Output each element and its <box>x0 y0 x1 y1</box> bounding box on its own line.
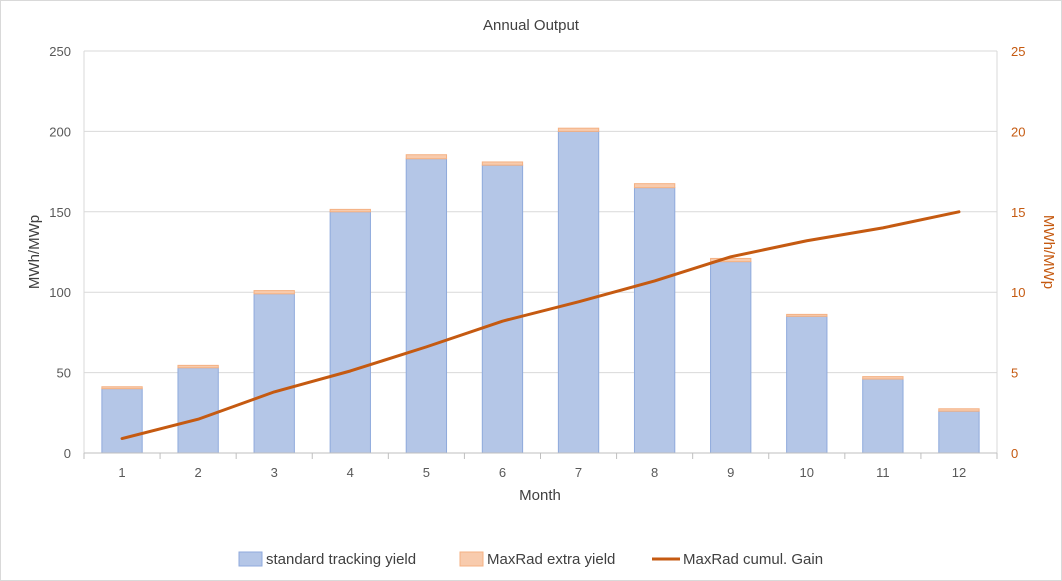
x-tick-label: 4 <box>347 465 354 480</box>
y2-tick-label: 10 <box>1011 285 1025 300</box>
bar-maxrad-extra-yield <box>177 364 219 369</box>
bar-maxrad-extra-yield <box>786 313 828 317</box>
bar-standard-tracking-yield <box>101 388 143 454</box>
x-tick-label: 7 <box>575 465 582 480</box>
bar-standard-tracking-yield <box>329 211 371 454</box>
bar-standard-tracking-yield <box>557 130 600 454</box>
legend-label: MaxRad extra yield <box>487 551 615 568</box>
bar-maxrad-extra-yield <box>253 290 295 295</box>
bar-maxrad-extra-yield <box>938 408 980 412</box>
bar-maxrad-extra-yield <box>862 376 904 380</box>
y2-tick-label: 25 <box>1011 44 1025 59</box>
y-tick-label: 200 <box>49 124 71 139</box>
legend-label: standard tracking yield <box>266 551 416 568</box>
x-tick-label: 11 <box>876 465 890 480</box>
grid-lines <box>84 50 997 454</box>
bar-standard-tracking-yield <box>253 293 295 454</box>
legend-swatch <box>238 551 263 567</box>
x-tick-label: 3 <box>271 465 278 480</box>
bar-standard-tracking-yield <box>177 367 219 454</box>
y-axis-title: MWh/MWp <box>26 215 43 289</box>
legend-label: MaxRad cumul. Gain <box>683 551 823 568</box>
x-tick-label: 5 <box>423 465 430 480</box>
x-tick-label: 8 <box>651 465 658 480</box>
bar-standard-tracking-yield <box>405 158 448 454</box>
y-tick-label: 250 <box>49 44 71 59</box>
y2-tick-label: 5 <box>1011 366 1018 381</box>
bar-standard-tracking-yield <box>710 261 752 454</box>
line-series <box>120 210 961 441</box>
bar-maxrad-extra-yield <box>633 183 676 189</box>
bar-standard-tracking-yield <box>481 164 524 454</box>
y2-tick-label: 20 <box>1011 124 1025 139</box>
x-tick-label: 2 <box>195 465 202 480</box>
y-tick-label: 0 <box>64 446 71 461</box>
bar-maxrad-extra-yield <box>405 154 448 160</box>
bar-series <box>101 127 980 454</box>
bar-maxrad-extra-yield <box>329 208 371 213</box>
bar-standard-tracking-yield <box>862 378 904 454</box>
x-tick-label: 10 <box>800 465 814 480</box>
x-axis-title: Month <box>519 487 561 504</box>
line-maxrad-cumul-gain <box>120 210 961 441</box>
bar-maxrad-extra-yield <box>710 257 752 263</box>
y-tick-label: 100 <box>49 285 71 300</box>
bar-standard-tracking-yield <box>786 315 828 454</box>
y-tick-label: 50 <box>57 366 71 381</box>
chart-title: Annual Output <box>483 17 580 34</box>
x-tick-label: 1 <box>118 465 125 480</box>
bar-maxrad-extra-yield <box>557 127 600 132</box>
legend: standard tracking yield MaxRad extra yiel… <box>238 551 823 568</box>
x-tick-label: 9 <box>727 465 734 480</box>
legend-swatch <box>459 551 484 567</box>
y-tick-label: 150 <box>49 205 71 220</box>
bar-maxrad-extra-yield <box>101 386 143 390</box>
bar-standard-tracking-yield <box>633 187 676 454</box>
x-tick-label: 12 <box>952 465 966 480</box>
bar-standard-tracking-yield <box>938 410 980 454</box>
y2-tick-label: 15 <box>1011 205 1025 220</box>
y2-axis-title: MWh/MWp <box>1040 215 1057 289</box>
bar-maxrad-extra-yield <box>481 161 524 166</box>
x-tick-label: 6 <box>499 465 506 480</box>
y2-tick-label: 0 <box>1011 446 1018 461</box>
